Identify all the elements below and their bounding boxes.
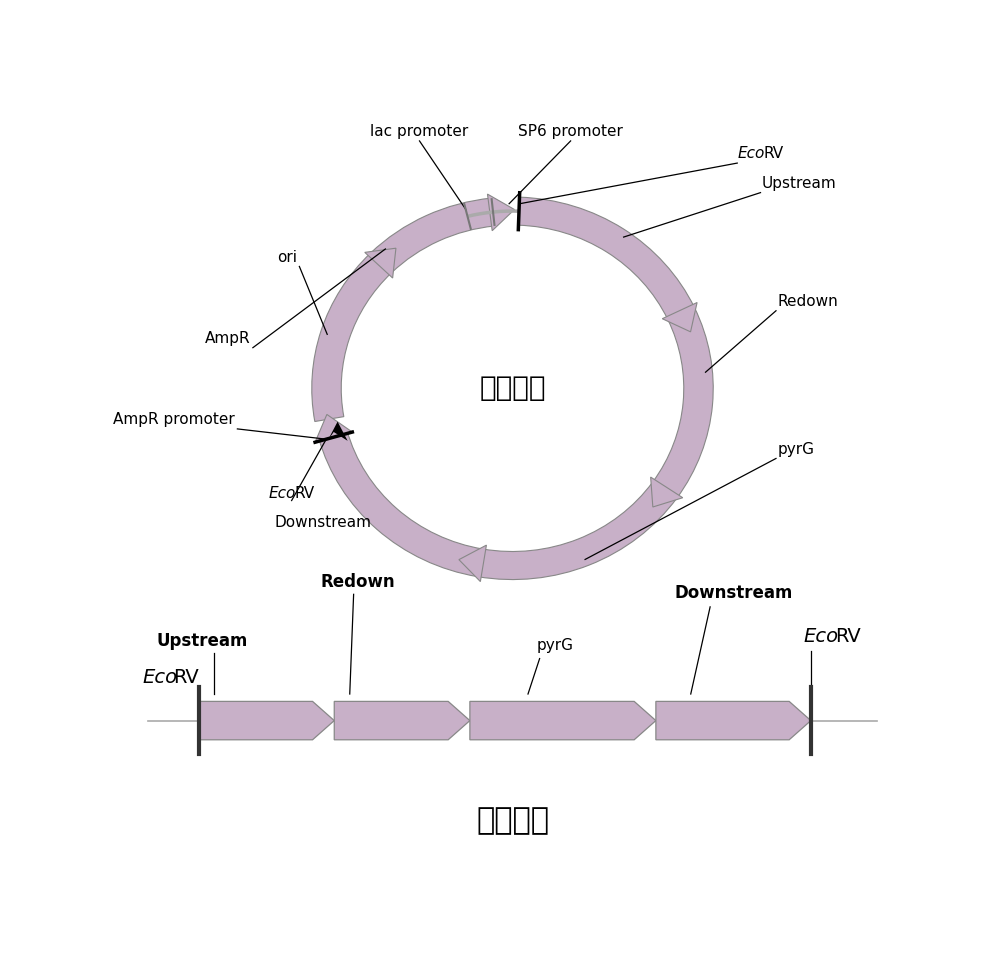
Wedge shape: [312, 253, 391, 422]
Polygon shape: [487, 194, 514, 231]
Text: 敏除载体: 敏除载体: [476, 807, 549, 835]
Text: AmpR: AmpR: [205, 331, 251, 346]
Polygon shape: [470, 701, 656, 739]
Text: Downstream: Downstream: [674, 584, 793, 601]
Wedge shape: [371, 199, 495, 273]
Wedge shape: [518, 198, 694, 319]
Wedge shape: [478, 482, 677, 579]
Text: RV: RV: [295, 485, 315, 501]
Text: Upstream: Upstream: [156, 632, 247, 649]
Text: Eco: Eco: [737, 146, 765, 161]
Text: Upstream: Upstream: [762, 176, 837, 191]
Polygon shape: [656, 701, 811, 739]
Text: lac promoter: lac promoter: [370, 124, 469, 139]
Text: SP6 promoter: SP6 promoter: [518, 124, 623, 139]
Text: Redown: Redown: [778, 294, 838, 310]
Text: Eco: Eco: [803, 627, 838, 646]
Text: Eco: Eco: [142, 667, 177, 687]
Polygon shape: [651, 477, 683, 507]
Text: RV: RV: [173, 667, 199, 687]
Polygon shape: [334, 701, 470, 739]
Wedge shape: [319, 431, 483, 576]
Text: AmpR promoter: AmpR promoter: [113, 412, 235, 428]
Wedge shape: [653, 308, 713, 498]
Text: RV: RV: [764, 146, 784, 161]
Text: Redown: Redown: [320, 573, 395, 591]
Polygon shape: [459, 545, 486, 581]
Text: RV: RV: [835, 627, 861, 646]
Polygon shape: [328, 422, 348, 441]
Text: 敏除载体: 敏除载体: [479, 374, 546, 402]
Text: Downstream: Downstream: [274, 515, 371, 529]
Text: Eco: Eco: [268, 485, 296, 501]
Text: ori: ori: [277, 250, 297, 265]
Polygon shape: [365, 248, 396, 278]
Polygon shape: [315, 414, 352, 442]
Text: pyrG: pyrG: [537, 639, 574, 653]
Polygon shape: [199, 701, 334, 739]
Text: pyrG: pyrG: [778, 442, 815, 457]
Polygon shape: [662, 302, 697, 332]
